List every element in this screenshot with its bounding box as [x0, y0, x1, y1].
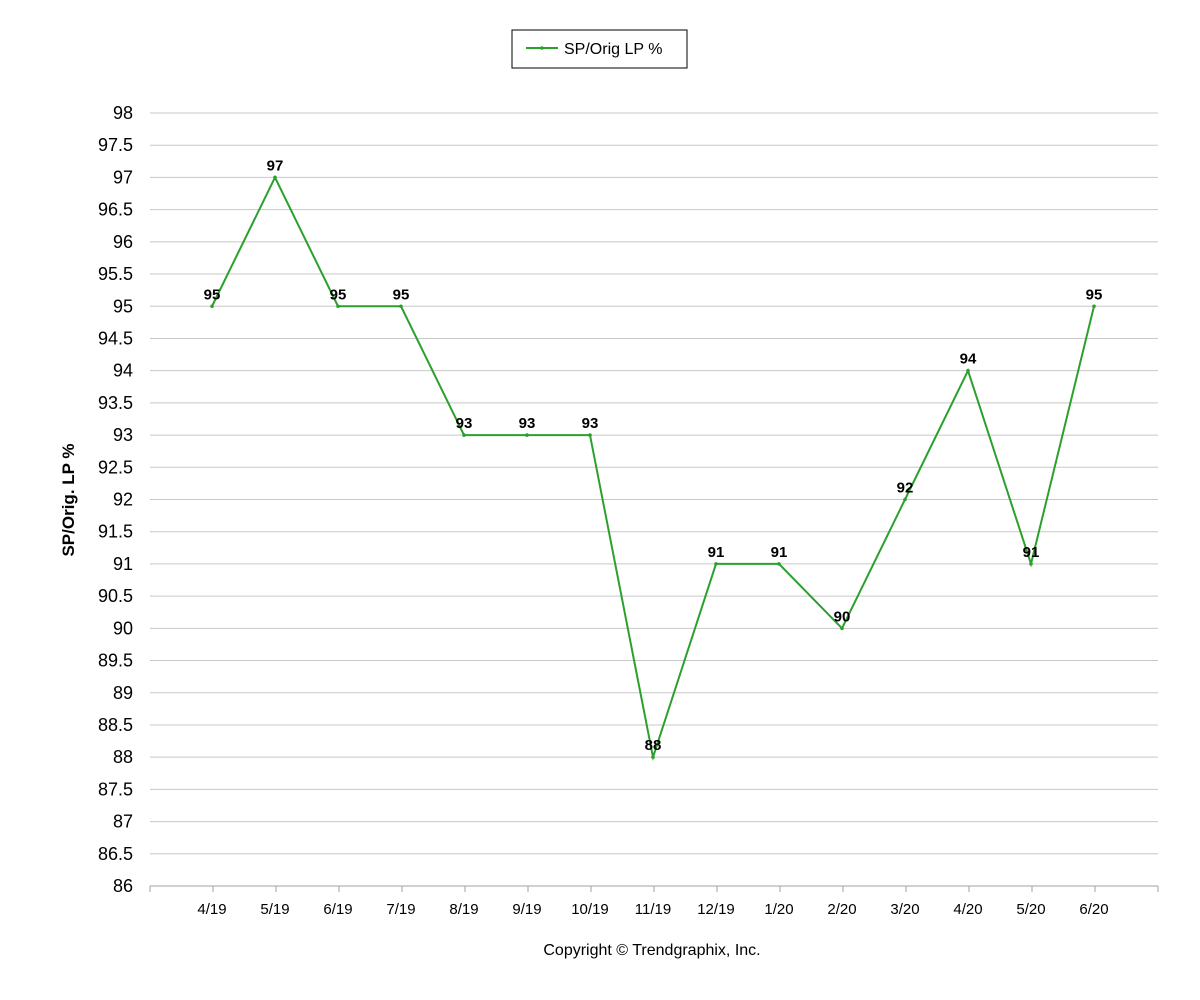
data-label: 90	[834, 608, 851, 625]
x-tick-label: 2/20	[827, 901, 856, 918]
data-label: 95	[330, 286, 347, 303]
x-tick-label: 6/19	[323, 901, 352, 918]
y-tick-label: 87.5	[98, 779, 133, 799]
x-tick-label: 4/20	[953, 901, 982, 918]
y-tick-label: 96	[113, 232, 133, 252]
data-point	[651, 755, 655, 759]
y-tick-label: 93.5	[98, 393, 133, 413]
x-tick-label: 1/20	[764, 901, 793, 918]
data-label: 95	[204, 286, 221, 303]
x-tick-label: 6/20	[1079, 901, 1108, 918]
data-label: 88	[645, 737, 662, 754]
data-point	[777, 562, 781, 566]
data-point	[903, 497, 907, 502]
data-label: 93	[456, 415, 473, 432]
y-tick-label: 89	[113, 683, 133, 703]
data-point	[966, 368, 970, 373]
data-label: 93	[519, 415, 536, 432]
y-tick-label: 86.5	[98, 844, 133, 864]
data-point	[714, 562, 718, 566]
y-tick-label: 88.5	[98, 715, 133, 735]
y-tick-label: 94.5	[98, 328, 133, 348]
y-axis-label: SP/Orig. LP %	[59, 443, 78, 556]
x-tick-label: 8/19	[449, 901, 478, 918]
legend-entry-sp-orig-lp: SP/Orig LP %	[564, 41, 662, 58]
data-label: 94	[960, 351, 977, 368]
y-tick-label: 91	[113, 554, 133, 574]
series-layer	[210, 175, 1096, 762]
data-point	[588, 433, 592, 437]
x-tick-label: 11/19	[635, 901, 671, 918]
data-label: 97	[267, 157, 284, 174]
x-tick-label: 3/20	[890, 901, 919, 918]
y-tick-label: 98	[113, 103, 133, 123]
y-axis-ticks: 86 86.5 87 87.5 88 88.5 89 89.5 90 90.5 91 91.5 92 92…	[98, 103, 133, 896]
y-tick-label: 94	[113, 361, 133, 381]
y-tick-label: 86	[113, 876, 133, 896]
data-point	[462, 433, 466, 437]
copyright-text: Copyright © Trendgraphix, Inc.	[543, 942, 760, 959]
x-tick-label: 12/19	[697, 901, 735, 918]
legend[interactable]: SP/Orig LP %	[511, 29, 688, 69]
x-tick-label: 5/20	[1016, 901, 1045, 918]
data-label: 91	[771, 544, 788, 561]
legend-swatch-marker	[540, 46, 544, 50]
data-point	[1092, 304, 1096, 309]
x-tick-label: 4/19	[197, 901, 226, 918]
x-tick-label: 9/19	[512, 901, 541, 918]
x-axis-ticks: 4/19 5/19 6/19 7/19 8/19 9/19 10/19 11/19 12/19 1…	[197, 901, 1108, 918]
y-tick-label: 96.5	[98, 200, 133, 220]
data-point	[273, 175, 277, 180]
y-tick-label: 90	[113, 618, 133, 638]
data-label: 91	[708, 544, 725, 561]
x-tick-label: 10/19	[571, 901, 609, 918]
data-point	[525, 433, 529, 437]
y-tick-label: 95	[113, 296, 133, 316]
x-axis	[149, 885, 1159, 892]
y-tick-label: 92	[113, 490, 133, 510]
y-tick-label: 95.5	[98, 264, 133, 284]
data-point	[336, 304, 340, 309]
y-tick-label: 89.5	[98, 651, 133, 671]
data-label: 91	[1023, 544, 1040, 561]
y-tick-label: 92.5	[98, 457, 133, 477]
data-label: 92	[897, 480, 914, 497]
x-tick-label: 5/19	[260, 901, 289, 918]
y-tick-label: 93	[113, 425, 133, 445]
y-tick-label: 91.5	[98, 522, 133, 542]
data-point	[210, 304, 214, 309]
data-label: 93	[582, 415, 599, 432]
data-point	[840, 626, 844, 631]
y-tick-label: 87	[113, 812, 133, 832]
y-tick-label: 97.5	[98, 135, 133, 155]
data-point	[1029, 562, 1033, 566]
data-point	[399, 304, 403, 309]
y-tick-label: 97	[113, 167, 133, 187]
data-label: 95	[1086, 286, 1103, 303]
y-tick-label: 88	[113, 747, 133, 767]
y-tick-label: 90.5	[98, 586, 133, 606]
data-label: 95	[393, 286, 410, 303]
data-labels: 95 97 95 95 93 93 93 88 91 91 90 92 94 91 95	[204, 157, 1103, 754]
x-tick-label: 7/19	[386, 901, 415, 918]
